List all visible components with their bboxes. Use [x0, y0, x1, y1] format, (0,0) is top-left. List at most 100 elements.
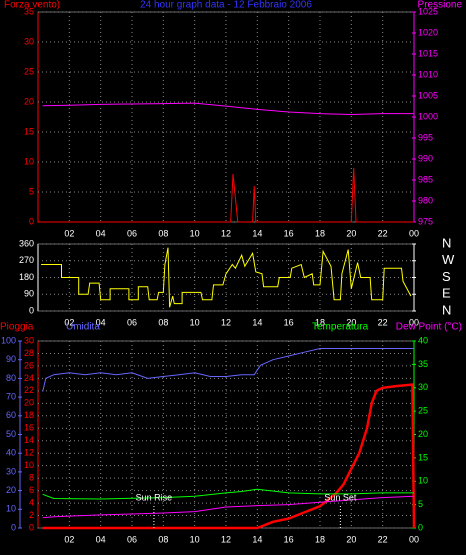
x-tick-label: 04 [96, 317, 106, 327]
y-tick-label: 25 [24, 66, 34, 76]
x-tick-label: 22 [378, 317, 388, 327]
y2-tick-label: 1000 [418, 111, 438, 121]
series-line [42, 383, 416, 530]
y3-tick-label: 20 [6, 485, 16, 495]
x-tick-label: 02 [64, 228, 74, 238]
y3-tick-label: 60 [6, 410, 16, 420]
y2-tick-label: 30 [418, 382, 428, 392]
y-tick-label: 20 [24, 96, 34, 106]
y2-tick-label: 990 [418, 153, 433, 163]
x-tick-label: 02 [64, 317, 74, 327]
y3-tick-label: 10 [6, 504, 16, 514]
y2-tick-label: 995 [418, 132, 433, 142]
x-tick-label: 22 [378, 228, 388, 238]
y-tick-label: 270 [19, 255, 34, 265]
series-label: Dew Point (°C) [396, 322, 462, 333]
y3-tick-label: 70 [6, 391, 16, 401]
x-tick-label: 08 [158, 534, 168, 544]
y2-tick-label: 1015 [418, 48, 438, 58]
y-tick-label: 10 [24, 156, 34, 166]
series-line [41, 247, 412, 308]
x-tick-label: 12 [221, 228, 231, 238]
y2-tick-label: 20 [418, 429, 428, 439]
series-line [42, 495, 415, 519]
y2-tick-label: 985 [418, 174, 433, 184]
y-tick-label: 5 [29, 186, 34, 196]
y2-tick-label: N [442, 235, 451, 250]
x-tick-label: 08 [158, 317, 168, 327]
y2-tick-label: 980 [418, 195, 433, 205]
y-axis-label: Forza vento) [4, 0, 60, 11]
x-tick-label: 18 [315, 228, 325, 238]
x-tick-label: 12 [221, 534, 231, 544]
y-tick-label: 10 [24, 460, 34, 470]
y2-tick-label: S [442, 269, 451, 284]
y-tick-label: 0 [29, 305, 34, 315]
y2-tick-label: N [442, 302, 451, 317]
y3-tick-label: 80 [6, 373, 16, 383]
y2-tick-label: W [442, 252, 455, 267]
x-tick-label: 14 [252, 317, 262, 327]
series-line [42, 348, 414, 392]
series-label: Umidita [66, 322, 100, 333]
series-line [42, 102, 414, 116]
y2-tick-label: E [442, 286, 451, 301]
x-tick-label: 06 [127, 228, 137, 238]
x-tick-label: 16 [284, 228, 294, 238]
y3-tick-label: 30 [6, 466, 16, 476]
y3-tick-label: 90 [6, 354, 16, 364]
y2-tick-label: 15 [418, 452, 428, 462]
x-tick-label: 06 [127, 534, 137, 544]
y2-tick-label: 975 [418, 216, 433, 226]
y-tick-label: 30 [24, 335, 34, 345]
y-tick-label: 35 [24, 6, 34, 16]
series-label: Temperatura [312, 322, 369, 333]
y-tick-label: 6 [29, 485, 34, 495]
y-tick-label: 24 [24, 373, 34, 383]
x-tick-label: 18 [315, 534, 325, 544]
y-tick-label: 8 [29, 473, 34, 483]
y-tick-label: 4 [29, 497, 34, 507]
x-tick-label: 10 [190, 534, 200, 544]
y-tick-label: 0 [29, 216, 34, 226]
x-tick-label: 20 [346, 228, 356, 238]
x-tick-label: 04 [96, 534, 106, 544]
chart-title: 24 hour graph data - 12 Febbraio 2006 [140, 0, 312, 11]
y2-tick-label: 35 [418, 359, 428, 369]
y2-tick-label: 10 [418, 476, 428, 486]
x-tick-label: 14 [252, 534, 262, 544]
y2-tick-label: 1010 [418, 69, 438, 79]
x-tick-label: 00 [409, 317, 419, 327]
y-tick-label: 0 [29, 522, 34, 532]
x-tick-label: 02 [64, 534, 74, 544]
y2-tick-label: 1025 [418, 6, 438, 16]
x-tick-label: 18 [315, 317, 325, 327]
x-tick-label: 10 [190, 228, 200, 238]
x-tick-label: 00 [409, 534, 419, 544]
y-tick-label: 14 [24, 435, 34, 445]
y-tick-label: 22 [24, 385, 34, 395]
annotation: Sun Set [324, 492, 357, 502]
x-tick-label: 06 [127, 317, 137, 327]
y-tick-label: 16 [24, 423, 34, 433]
x-tick-label: 00 [409, 228, 419, 238]
y2-tick-label: 1005 [418, 90, 438, 100]
x-tick-label: 16 [284, 534, 294, 544]
y-tick-label: 28 [24, 348, 34, 358]
x-tick-label: 20 [346, 317, 356, 327]
y3-tick-label: 40 [6, 448, 16, 458]
series-line [42, 488, 414, 500]
y-tick-label: 180 [19, 272, 34, 282]
x-tick-label: 16 [284, 317, 294, 327]
y-tick-label: 18 [24, 410, 34, 420]
y3-tick-label: 100 [1, 335, 16, 345]
x-tick-label: 14 [252, 228, 262, 238]
x-tick-label: 08 [158, 228, 168, 238]
y-tick-label: 15 [24, 126, 34, 136]
series-label: Pioggia [0, 322, 34, 333]
y-tick-label: 90 [24, 289, 34, 299]
y2-tick-label: 0 [418, 522, 423, 532]
y2-tick-label: 1020 [418, 27, 438, 37]
x-tick-label: 20 [346, 534, 356, 544]
